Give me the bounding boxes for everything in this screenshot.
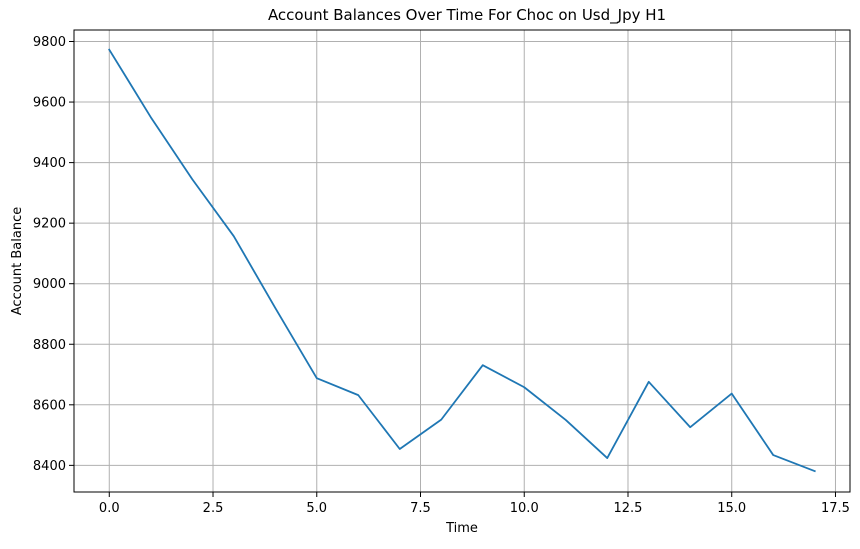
x-tick-label: 2.5 (203, 501, 224, 516)
y-tick-label: 9400 (33, 156, 66, 171)
y-tick-label: 8400 (33, 459, 66, 474)
y-tick-label: 9200 (33, 217, 66, 232)
x-tick-label: 17.5 (821, 501, 850, 516)
y-tick-label: 9000 (33, 277, 66, 292)
ticks: 0.0 2.5 5.0 7.5 10.0 12.5 15.0 17.5 8400 8600 8800… (33, 35, 850, 516)
y-tick-label: 8600 (33, 398, 66, 413)
series-line (109, 50, 814, 471)
series-layer (109, 50, 814, 471)
x-tick-label: 10.0 (510, 501, 539, 516)
axes (74, 30, 850, 492)
x-tick-label: 12.5 (614, 501, 643, 516)
grid (74, 30, 850, 492)
x-tick-label: 7.5 (410, 501, 431, 516)
chart-title: Account Balances Over Time For Choc on U… (268, 6, 666, 25)
x-tick-label: 5.0 (306, 501, 327, 516)
y-tick-label: 9800 (33, 35, 66, 50)
y-tick-label: 8800 (33, 338, 66, 353)
plot-frame (74, 30, 850, 492)
x-tick-label: 0.0 (99, 501, 120, 516)
y-axis-label: Account Balance (10, 207, 25, 315)
x-tick-label: 15.0 (717, 501, 746, 516)
y-tick-label: 9600 (33, 96, 66, 111)
x-axis-label: Time (445, 521, 478, 536)
